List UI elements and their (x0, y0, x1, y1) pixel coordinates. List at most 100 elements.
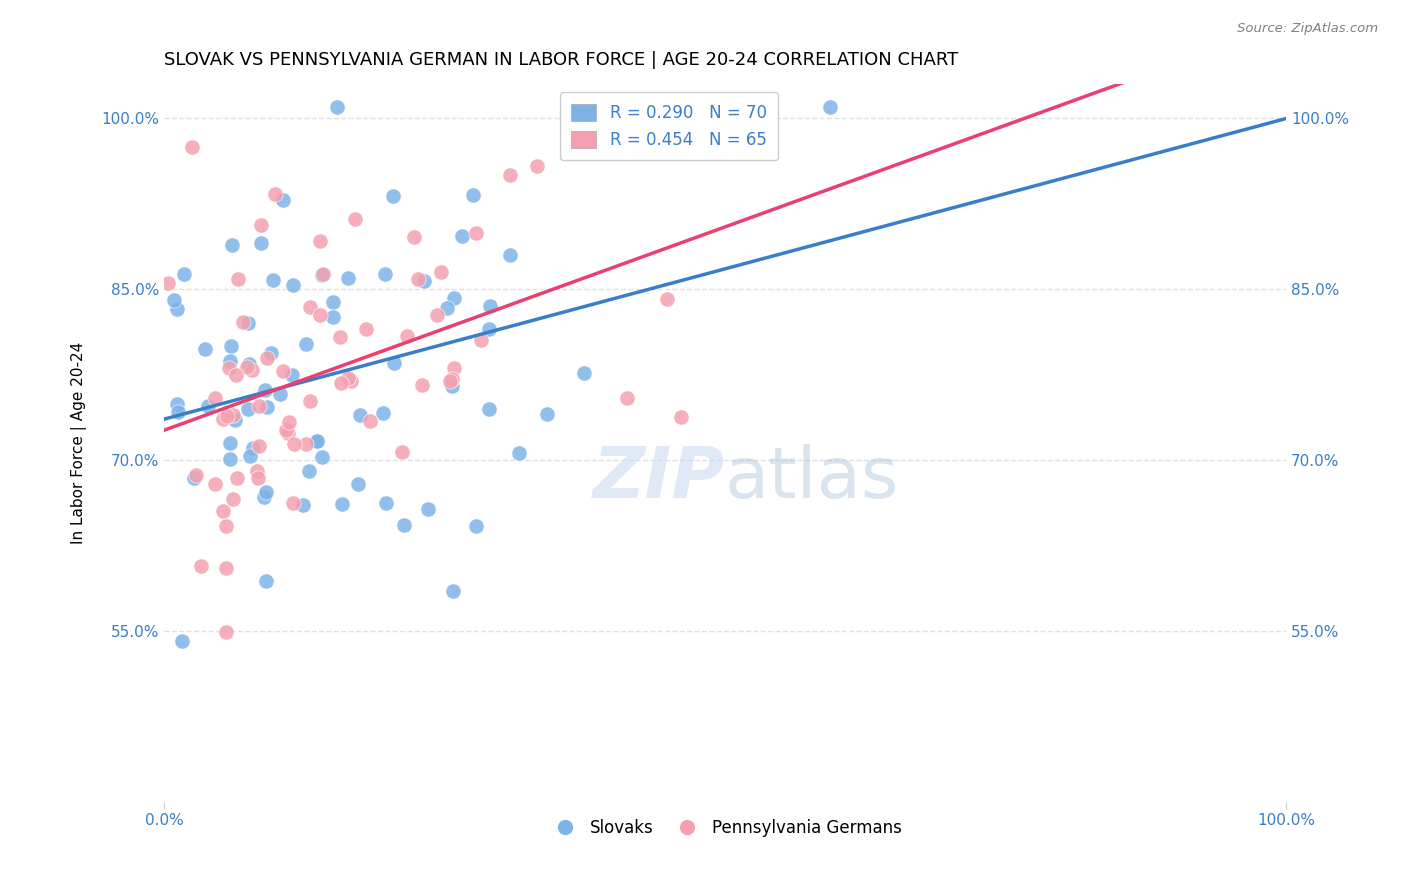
Slovaks (224, 413, 246, 427)
Slovaks (311, 268, 333, 282)
Pennsylvania Germans (246, 471, 269, 485)
Pennsylvania Germans (157, 276, 180, 290)
Pennsylvania Germans (396, 329, 419, 343)
Pennsylvania Germans (309, 234, 332, 248)
Pennsylvania Germans (391, 445, 413, 459)
Slovaks (252, 490, 274, 504)
Pennsylvania Germans (226, 471, 249, 485)
Text: SLOVAK VS PENNSYLVANIA GERMAN IN LABOR FORCE | AGE 20-24 CORRELATION CHART: SLOVAK VS PENNSYLVANIA GERMAN IN LABOR F… (165, 51, 959, 69)
Slovaks (330, 497, 353, 511)
Pennsylvania Germans (236, 360, 259, 375)
Slovaks (194, 343, 217, 357)
Pennsylvania Germans (215, 409, 238, 423)
Pennsylvania Germans (181, 140, 204, 154)
Slovaks (236, 316, 259, 330)
Pennsylvania Germans (669, 410, 692, 425)
Legend: Slovaks, Pennsylvania Germans: Slovaks, Pennsylvania Germans (541, 812, 908, 844)
Slovaks (219, 339, 242, 353)
Pennsylvania Germans (311, 267, 333, 281)
Slovaks (281, 277, 304, 292)
Slovaks (262, 273, 284, 287)
Slovaks (478, 322, 501, 336)
Pennsylvania Germans (465, 226, 488, 240)
Pennsylvania Germans (295, 437, 318, 451)
Slovaks (508, 446, 530, 460)
Slovaks (173, 267, 195, 281)
Slovaks (536, 407, 558, 421)
Slovaks (347, 477, 370, 491)
Pennsylvania Germans (190, 558, 212, 573)
Slovaks (238, 357, 260, 371)
Slovaks (197, 400, 219, 414)
Slovaks (221, 238, 243, 252)
Pennsylvania Germans (204, 477, 226, 491)
Slovaks (291, 498, 314, 512)
Slovaks (381, 189, 404, 203)
Pennsylvania Germans (402, 230, 425, 244)
Slovaks (820, 100, 842, 114)
Slovaks (242, 441, 264, 455)
Pennsylvania Germans (329, 329, 352, 343)
Pennsylvania Germans (222, 491, 245, 506)
Slovaks (373, 268, 395, 282)
Pennsylvania Germans (247, 439, 270, 453)
Slovaks (311, 450, 333, 464)
Slovaks (166, 405, 188, 419)
Slovaks (281, 368, 304, 382)
Slovaks (183, 471, 205, 485)
Pennsylvania Germans (299, 300, 322, 314)
Slovaks (269, 387, 291, 401)
Pennsylvania Germans (277, 426, 299, 441)
Pennsylvania Germans (215, 561, 238, 575)
Pennsylvania Germans (441, 372, 464, 386)
Slovaks (219, 436, 242, 450)
Slovaks (375, 496, 398, 510)
Pennsylvania Germans (186, 467, 208, 482)
Slovaks (166, 397, 188, 411)
Pennsylvania Germans (526, 159, 548, 173)
Slovaks (441, 583, 464, 598)
Slovaks (322, 295, 344, 310)
Slovaks (574, 366, 596, 380)
Pennsylvania Germans (274, 423, 297, 437)
Pennsylvania Germans (263, 186, 285, 201)
Pennsylvania Germans (657, 293, 679, 307)
Pennsylvania Germans (329, 376, 352, 391)
Pennsylvania Germans (225, 368, 247, 382)
Pennsylvania Germans (204, 392, 226, 406)
Slovaks (382, 355, 405, 369)
Pennsylvania Germans (430, 265, 453, 279)
Slovaks (236, 401, 259, 416)
Pennsylvania Germans (299, 393, 322, 408)
Slovaks (443, 291, 465, 305)
Slovaks (371, 405, 394, 419)
Pennsylvania Germans (411, 377, 433, 392)
Slovaks (717, 100, 740, 114)
Pennsylvania Germans (256, 351, 278, 365)
Slovaks (239, 450, 262, 464)
Pennsylvania Germans (222, 409, 245, 423)
Pennsylvania Germans (443, 361, 465, 376)
Pennsylvania Germans (283, 436, 305, 450)
Pennsylvania Germans (214, 519, 236, 533)
Slovaks (163, 293, 186, 307)
Pennsylvania Germans (499, 168, 522, 182)
Pennsylvania Germans (218, 360, 240, 375)
Pennsylvania Germans (215, 625, 238, 640)
Pennsylvania Germans (281, 496, 304, 510)
Pennsylvania Germans (406, 272, 429, 286)
Pennsylvania Germans (439, 374, 461, 388)
Pennsylvania Germans (232, 315, 254, 329)
Pennsylvania Germans (354, 322, 377, 336)
Pennsylvania Germans (242, 362, 264, 376)
Pennsylvania Germans (309, 308, 332, 322)
Pennsylvania Germans (336, 371, 359, 385)
Slovaks (170, 634, 193, 648)
Slovaks (218, 452, 240, 467)
Slovaks (461, 187, 484, 202)
Slovaks (499, 248, 522, 262)
Pennsylvania Germans (246, 464, 269, 478)
Pennsylvania Germans (340, 375, 363, 389)
Text: ZIP: ZIP (593, 444, 725, 513)
Slovaks (250, 235, 273, 250)
